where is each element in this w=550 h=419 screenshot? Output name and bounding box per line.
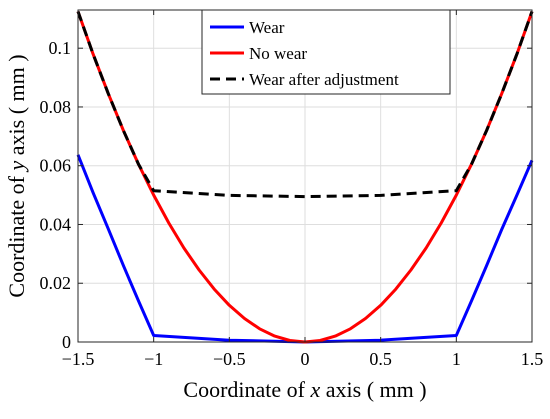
- y-tick-label: 0.06: [40, 156, 72, 176]
- series-line-3: [76, 10, 534, 199]
- legend-label-1: Wear: [249, 18, 285, 37]
- y-tick-label: 0.08: [40, 97, 72, 117]
- x-tick-label: −0.5: [213, 349, 246, 369]
- x-tick-label: 1: [452, 349, 461, 369]
- y-tick-label: 0.02: [40, 273, 72, 293]
- x-tick-label: 1.5: [521, 349, 544, 369]
- x-tick-label: −1.5: [62, 349, 95, 369]
- legend-label-3: Wear after adjustment: [249, 70, 399, 89]
- legend: Wear No wear Wear after adjustment: [201, 9, 451, 95]
- x-tick-label: 0: [301, 349, 310, 369]
- x-axis-title: Coordinate of x axis ( mm ): [183, 377, 426, 402]
- y-tick-label: 0: [62, 332, 71, 352]
- x-tick-label: 0.5: [369, 349, 392, 369]
- y-tick-label: 0.1: [49, 38, 72, 58]
- legend-label-2: No wear: [249, 44, 307, 63]
- y-axis-title: Coordinate of y axis ( mm ): [4, 54, 29, 297]
- tick-labels: −1.5 −1 −0.5 0 0.5 1 1.5 0 0.02 0.04 0.06 0.08 0.1: [40, 38, 544, 369]
- x-tick-label: −1: [144, 349, 163, 369]
- y-tick-label: 0.04: [40, 214, 72, 234]
